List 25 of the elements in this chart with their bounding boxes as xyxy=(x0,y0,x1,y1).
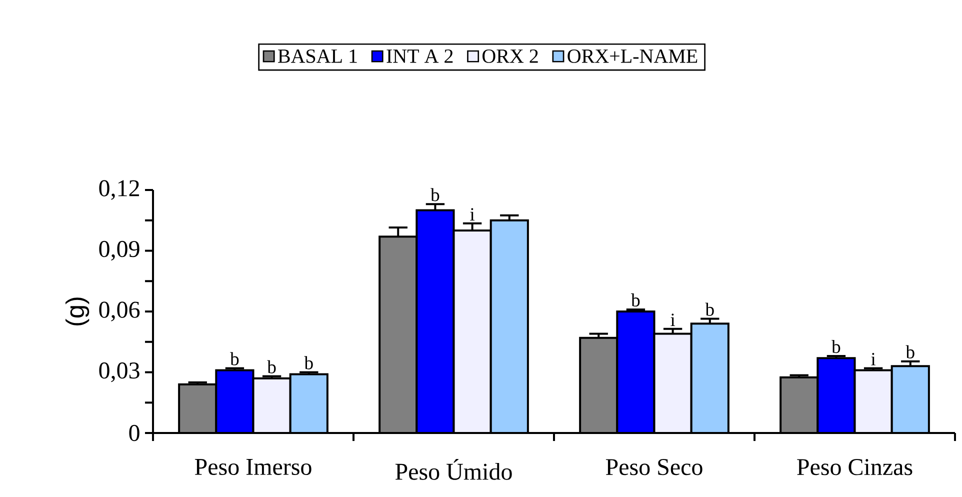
data-label: b xyxy=(631,293,640,307)
data-label: b xyxy=(705,302,714,316)
x-tick-label: Peso Imerso xyxy=(194,459,312,475)
data-label: b xyxy=(906,345,914,358)
data-label: i xyxy=(670,314,676,326)
legend-label: INT A 2 xyxy=(386,49,453,63)
x-tick-label: Peso Úmido xyxy=(395,459,512,480)
y-tick-label: 0 xyxy=(129,424,140,442)
x-tick-label: Peso Cinzas xyxy=(797,459,912,476)
y-tick-label: 0,03 xyxy=(99,362,140,382)
data-label: b xyxy=(267,360,276,374)
y-tick-label: 0,06 xyxy=(99,302,140,322)
data-label: b xyxy=(304,356,313,370)
y-tick-label: 0,09 xyxy=(99,240,140,261)
y-tick-label: 0,12 xyxy=(99,180,139,200)
legend-label: ORX+L-NAME xyxy=(568,49,698,63)
y-axis-title: (g) xyxy=(66,298,90,326)
data-label: b xyxy=(230,352,239,366)
data-label: b xyxy=(430,188,440,202)
data-label: b xyxy=(832,340,840,354)
legend-label: ORX 2 xyxy=(482,49,538,63)
data-label: i xyxy=(470,208,475,220)
data-label: i xyxy=(871,352,876,366)
x-tick-label: Peso Seco xyxy=(606,459,702,476)
legend-label: BASAL 1 xyxy=(278,49,357,63)
